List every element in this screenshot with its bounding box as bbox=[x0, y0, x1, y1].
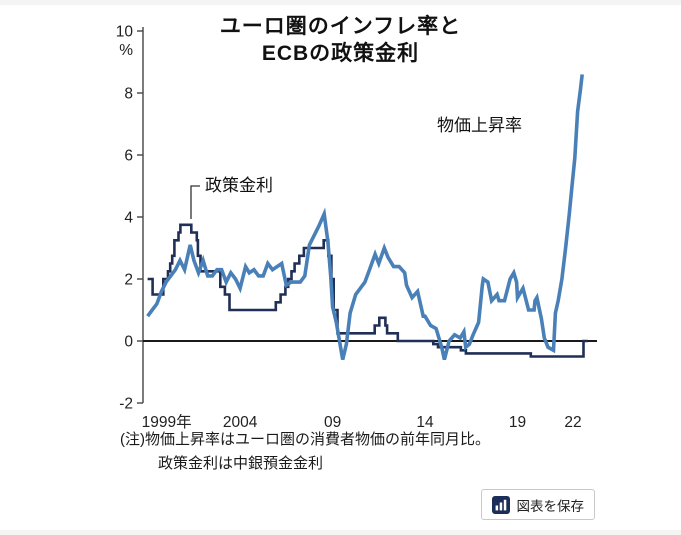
y-tick-label: -2 bbox=[119, 396, 133, 413]
x-tick-label: 09 bbox=[324, 414, 341, 431]
chart-title-line1: ユーロ圏のインフレ率と bbox=[219, 15, 462, 38]
chart-title-line2: ECBの政策金利 bbox=[261, 42, 420, 65]
chart-title: ユーロ圏のインフレ率と ECBの政策金利 bbox=[0, 13, 681, 67]
policy-rate-label: 政策金利 bbox=[205, 176, 273, 195]
y-tick-label: 2 bbox=[124, 272, 133, 289]
page-edge-bottom bbox=[0, 530, 681, 535]
y-tick-label: 4 bbox=[124, 210, 133, 227]
x-tick-label: 22 bbox=[564, 414, 581, 431]
y-tick-label: 6 bbox=[124, 148, 133, 165]
footnote-line1: (注)物価上昇率はユーロ圏の消費者物価の前年同月比。 bbox=[120, 431, 490, 448]
save-chart-label: 図表を保存 bbox=[516, 498, 585, 514]
y-tick-label: 10 bbox=[116, 24, 134, 41]
bar-chart-icon bbox=[491, 495, 510, 514]
x-tick-label: 2004 bbox=[223, 414, 258, 431]
y-axis-unit-label: % bbox=[119, 42, 133, 59]
policy-rate-line bbox=[147, 223, 588, 358]
chart-layer: -2 0 2 4 6 8 10 1999年 2004 09 14 19 22 bbox=[116, 24, 597, 431]
footnote: (注)物価上昇率はユーロ圏の消費者物価の前年同月比。 政策金利は中銀預金金利 bbox=[120, 428, 490, 476]
inflation-label: 物価上昇率 bbox=[437, 116, 522, 135]
x-tick-label: 19 bbox=[509, 414, 526, 431]
x-tick-label: 14 bbox=[416, 414, 434, 431]
y-tick-label: 0 bbox=[124, 334, 133, 351]
inflation-line bbox=[146, 74, 584, 361]
policy-label-leader-line bbox=[190, 185, 200, 219]
page-edge-top bbox=[0, 0, 681, 5]
save-chart-button[interactable]: 図表を保存 bbox=[480, 489, 595, 520]
footnote-line2: 政策金利は中銀預金金利 bbox=[158, 455, 324, 472]
y-tick-label: 8 bbox=[124, 86, 133, 103]
x-tick-label: 1999年 bbox=[142, 413, 192, 431]
